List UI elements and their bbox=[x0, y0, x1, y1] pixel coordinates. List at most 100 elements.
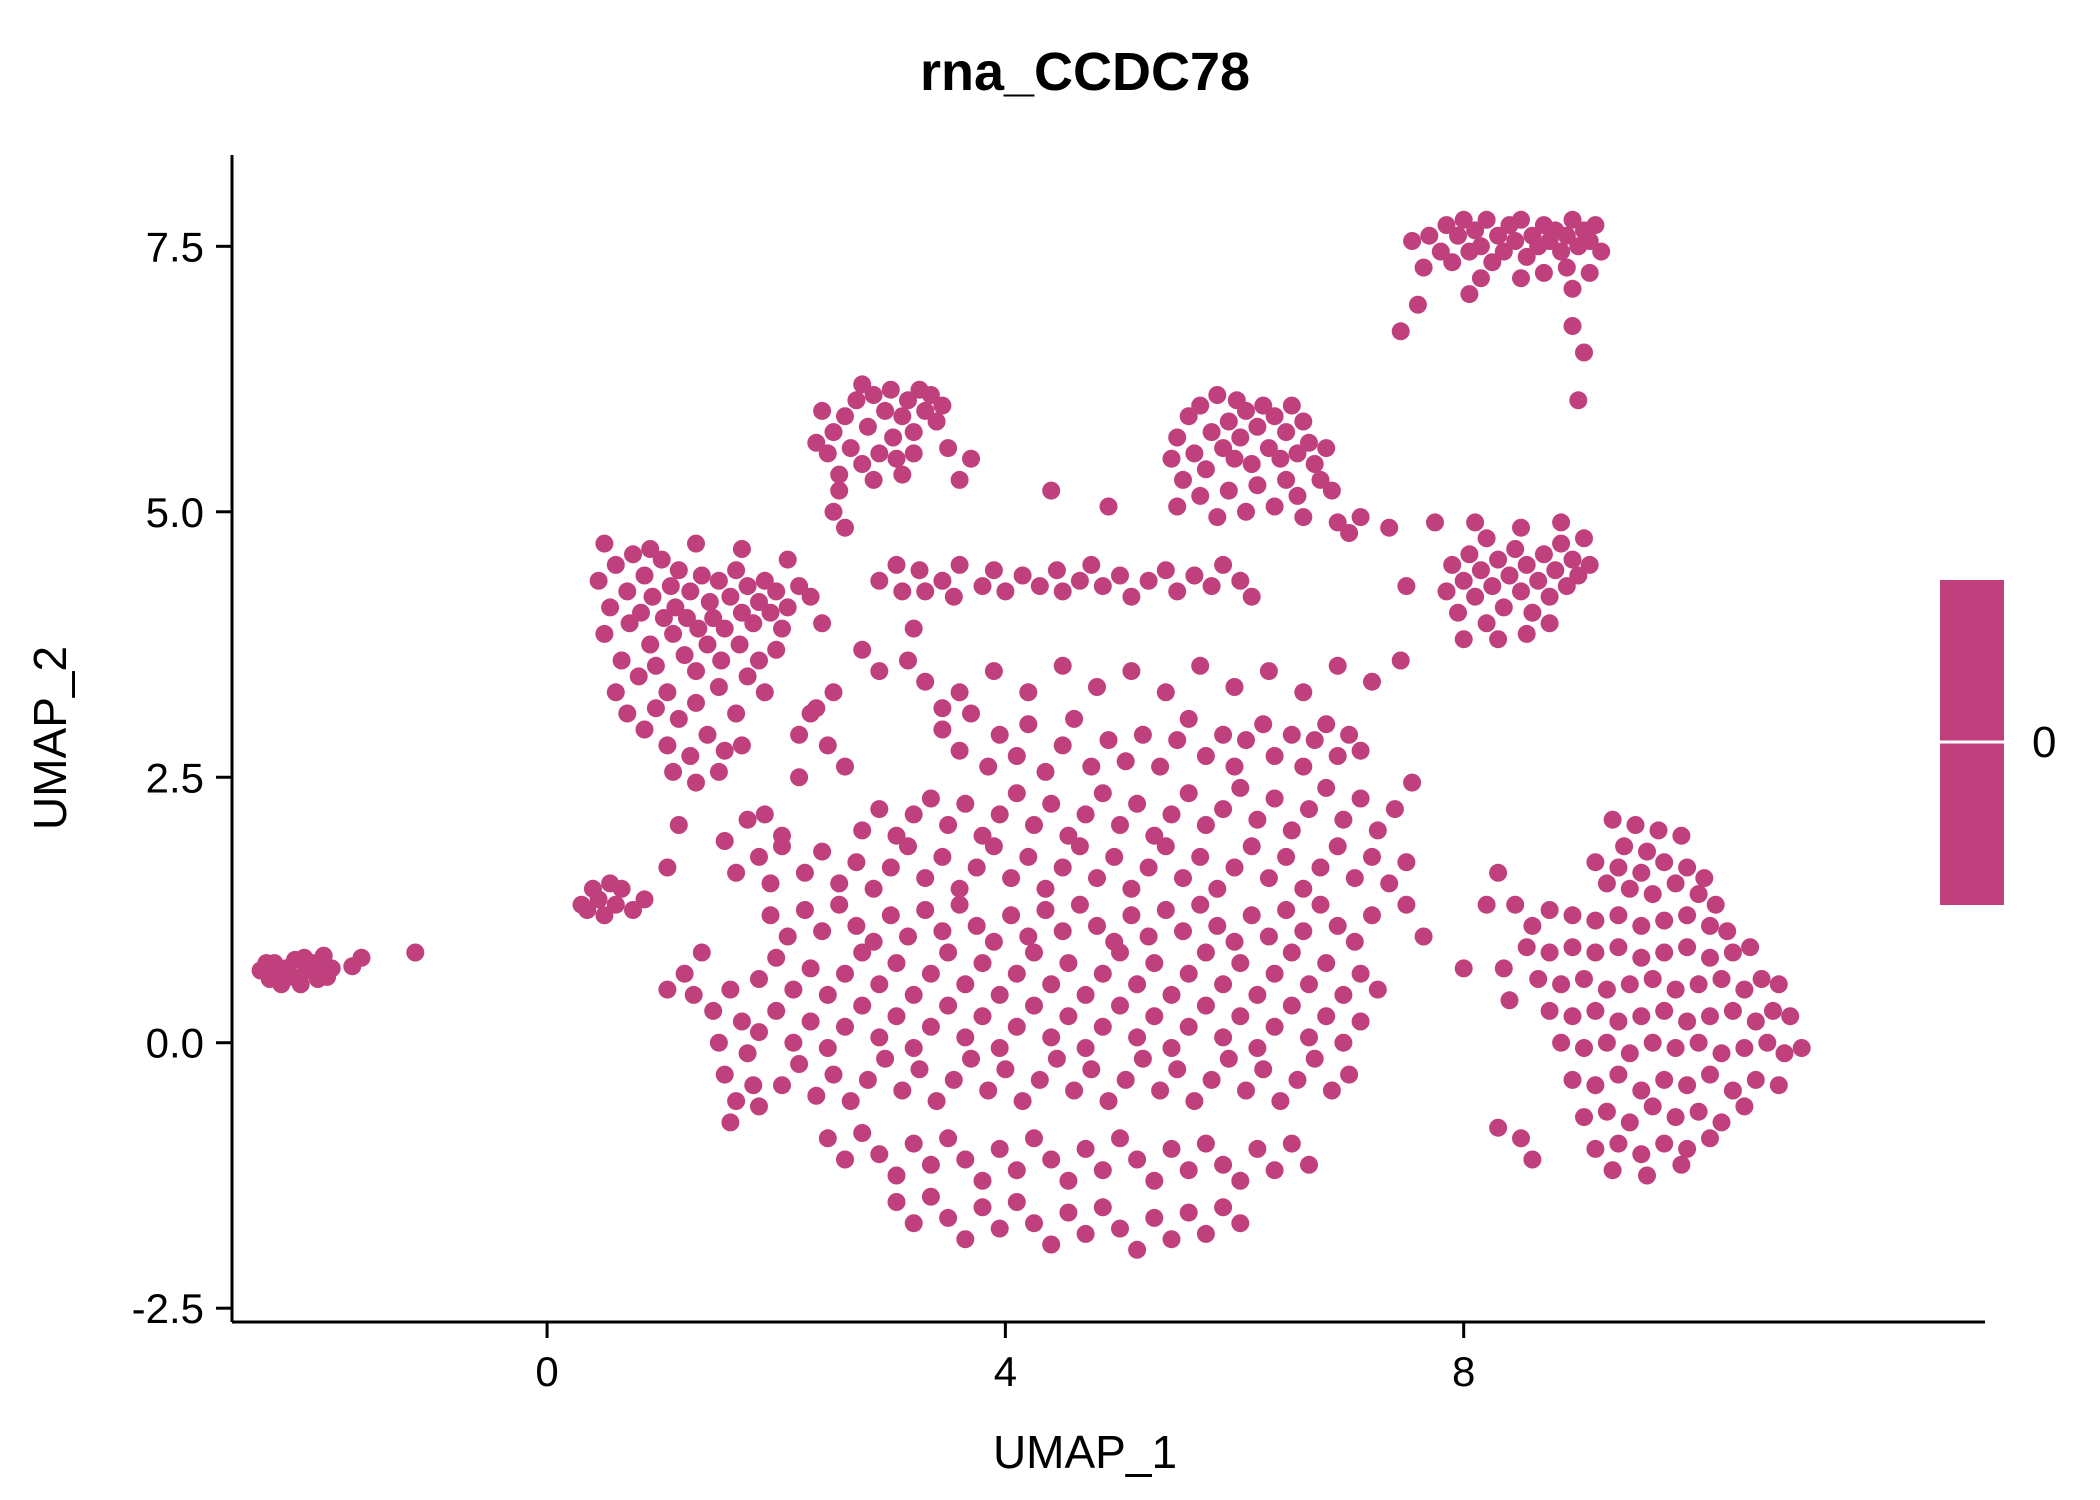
data-point bbox=[973, 954, 992, 973]
data-point bbox=[1025, 1214, 1043, 1233]
data-point bbox=[1391, 322, 1410, 341]
data-point bbox=[1116, 1070, 1135, 1089]
data-point bbox=[1317, 715, 1336, 734]
data-point bbox=[1059, 826, 1078, 845]
data-point bbox=[652, 550, 671, 569]
data-point bbox=[1489, 863, 1508, 882]
data-point bbox=[939, 1208, 958, 1227]
data-point bbox=[1300, 433, 1318, 452]
data-point bbox=[646, 699, 665, 718]
data-point bbox=[1609, 906, 1628, 925]
data-point bbox=[950, 470, 969, 489]
data-point bbox=[887, 1007, 906, 1026]
data-point bbox=[830, 895, 849, 914]
data-point bbox=[973, 577, 992, 596]
data-point bbox=[1563, 317, 1582, 335]
data-point bbox=[1088, 916, 1106, 935]
data-point bbox=[1540, 943, 1559, 962]
data-point bbox=[824, 423, 843, 442]
data-point bbox=[933, 571, 952, 590]
data-point bbox=[824, 683, 843, 702]
data-point bbox=[939, 816, 958, 834]
data-point bbox=[1179, 1161, 1198, 1180]
data-point bbox=[1288, 486, 1307, 505]
data-point bbox=[1718, 922, 1737, 941]
data-point bbox=[606, 683, 625, 702]
data-point bbox=[899, 837, 917, 856]
data-point bbox=[732, 736, 751, 755]
data-point bbox=[1489, 550, 1508, 569]
data-point bbox=[1351, 964, 1370, 983]
data-point bbox=[1059, 1203, 1078, 1222]
data-point bbox=[870, 975, 889, 994]
data-point bbox=[715, 832, 734, 850]
x-axis-title: UMAP_1 bbox=[993, 1426, 1177, 1478]
data-point bbox=[858, 417, 877, 436]
data-point bbox=[996, 1060, 1015, 1079]
data-point bbox=[1477, 614, 1496, 633]
data-point bbox=[1093, 577, 1112, 596]
data-point bbox=[1042, 1028, 1061, 1047]
data-point bbox=[984, 561, 1003, 580]
data-point bbox=[1111, 1219, 1129, 1238]
data-point bbox=[1678, 1012, 1697, 1031]
data-point bbox=[1099, 1092, 1118, 1111]
data-point bbox=[1282, 725, 1301, 744]
data-point bbox=[1093, 1198, 1112, 1217]
data-point bbox=[1712, 1044, 1731, 1063]
data-point bbox=[1225, 858, 1244, 877]
data-point bbox=[1259, 662, 1278, 681]
y-tick-label: -2.5 bbox=[132, 1285, 204, 1332]
data-point bbox=[1678, 906, 1697, 925]
data-point bbox=[1311, 895, 1330, 914]
data-point bbox=[956, 1028, 975, 1047]
data-point bbox=[956, 1150, 975, 1169]
data-point bbox=[664, 762, 683, 781]
data-point bbox=[836, 1150, 854, 1169]
data-point bbox=[1025, 943, 1043, 962]
y-tick-label: 0.0 bbox=[146, 1020, 204, 1067]
data-point bbox=[1013, 566, 1032, 585]
data-point bbox=[727, 1092, 746, 1111]
data-point bbox=[1632, 1007, 1651, 1026]
data-point bbox=[853, 943, 872, 962]
data-point bbox=[1557, 577, 1576, 596]
data-point bbox=[790, 1055, 809, 1073]
data-point bbox=[1265, 497, 1284, 516]
data-point bbox=[944, 1070, 963, 1089]
data-point bbox=[1208, 879, 1227, 898]
data-point bbox=[1128, 975, 1147, 994]
data-point bbox=[1168, 1060, 1187, 1079]
data-point bbox=[635, 720, 654, 739]
data-point bbox=[1666, 1039, 1685, 1057]
data-point bbox=[1489, 226, 1508, 245]
data-point bbox=[1122, 587, 1141, 606]
data-point bbox=[1586, 943, 1605, 962]
data-point bbox=[784, 980, 803, 999]
data-point bbox=[818, 1039, 837, 1057]
data-point bbox=[884, 428, 903, 447]
data-point bbox=[830, 874, 849, 893]
data-point bbox=[1145, 1171, 1164, 1190]
data-point bbox=[1191, 396, 1210, 415]
data-point bbox=[1735, 1039, 1754, 1057]
data-point bbox=[1219, 481, 1238, 500]
data-point bbox=[1712, 1113, 1731, 1132]
data-point bbox=[1489, 1118, 1508, 1137]
data-point bbox=[1363, 906, 1381, 925]
data-point bbox=[1552, 513, 1571, 532]
data-point bbox=[956, 1230, 975, 1249]
data-point bbox=[689, 619, 708, 638]
data-point bbox=[1506, 232, 1525, 250]
data-point bbox=[721, 980, 740, 999]
data-point bbox=[973, 826, 992, 845]
data-point bbox=[1363, 847, 1381, 866]
data-point bbox=[1288, 1070, 1307, 1089]
data-point bbox=[606, 895, 625, 914]
data-point bbox=[1643, 1097, 1662, 1116]
data-point bbox=[853, 996, 872, 1015]
data-point bbox=[1168, 497, 1187, 516]
data-point bbox=[1575, 343, 1593, 362]
data-point bbox=[950, 741, 969, 760]
data-point bbox=[1340, 1065, 1359, 1084]
